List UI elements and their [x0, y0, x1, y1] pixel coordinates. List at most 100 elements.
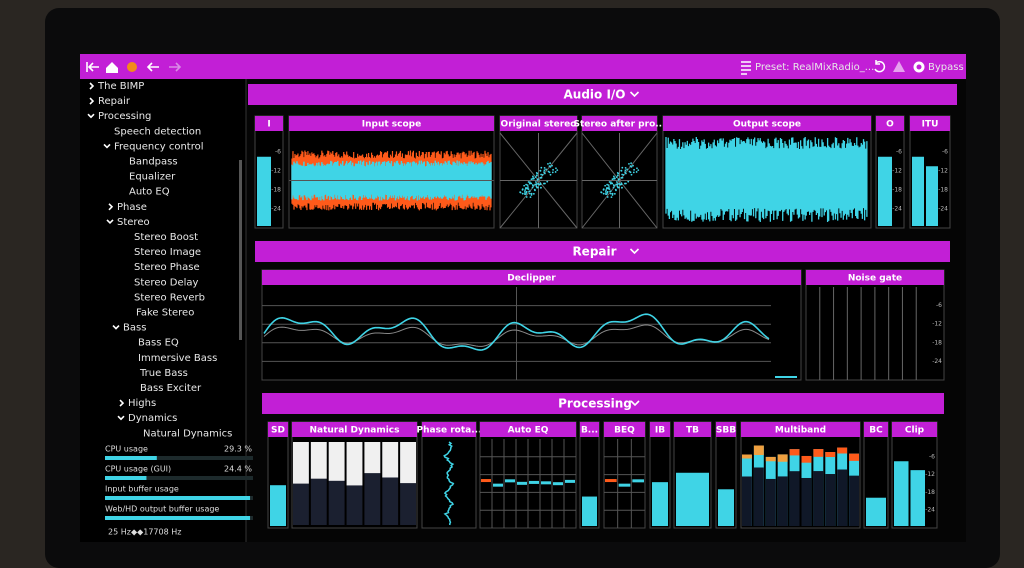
tree-item[interactable]: Stereo [117, 217, 150, 228]
collapse-chevron[interactable] [103, 143, 111, 149]
xy-dot [523, 191, 526, 193]
meter-tick-label: -24 [892, 206, 902, 213]
xy-dot [525, 192, 528, 194]
collapse-chevron[interactable] [112, 325, 120, 330]
bypass-button[interactable]: Bypass [928, 62, 964, 73]
undo-icon[interactable] [874, 60, 886, 73]
expand-chevron[interactable] [119, 399, 125, 407]
tree-item[interactable]: Fake Stereo [136, 308, 194, 319]
section-chevron[interactable] [629, 248, 640, 255]
xy-dot [616, 174, 619, 177]
xy-dot [530, 178, 533, 181]
collapse-chevron[interactable] [87, 113, 95, 119]
tree-item[interactable]: Processing [98, 111, 151, 122]
tree-item[interactable]: Immersive Bass [138, 353, 217, 364]
expand-chevron[interactable] [108, 203, 114, 211]
xy-dot [630, 173, 633, 176]
meter-tick-label: -12 [938, 168, 948, 175]
panel: Phase rota... [417, 421, 481, 529]
xy-dot [608, 181, 611, 183]
warning-icon[interactable] [893, 61, 905, 72]
tree-item[interactable]: Stereo Phase [134, 262, 200, 273]
panel: Auto EQ [479, 421, 577, 529]
xy-dot [624, 166, 627, 169]
tree-item[interactable]: Auto EQ [129, 187, 170, 198]
navigation-tree: The BIMP Repair Processing Speech detection… [87, 81, 232, 439]
back-icon[interactable] [146, 62, 159, 72]
section-title[interactable]: Audio I/O [563, 88, 625, 102]
tree-item[interactable]: Repair [98, 96, 131, 107]
preset-name[interactable]: Preset: RealMixRadio_... [755, 62, 874, 73]
home-first-icon[interactable] [86, 62, 99, 72]
tree-item[interactable]: Stereo Delay [134, 277, 199, 288]
xy-axes [581, 132, 658, 229]
section-header[interactable] [262, 393, 944, 414]
xy-dot [532, 192, 535, 195]
xy-dot [606, 192, 609, 194]
section-chevron[interactable] [630, 400, 640, 407]
multiband-lower [849, 475, 859, 526]
panel: O -6 -12 -18 -24 [875, 115, 905, 229]
status-icon[interactable] [127, 62, 137, 72]
tree-item[interactable]: Bass EQ [138, 338, 179, 349]
section-header[interactable] [255, 241, 950, 262]
section-header[interactable] [248, 84, 957, 105]
panel-title-bar [910, 116, 950, 131]
multiband-reduction [801, 455, 812, 463]
section-chevron[interactable] [629, 91, 640, 98]
tree-item[interactable]: True Bass [139, 368, 188, 379]
stat-label: Input buffer usage [105, 485, 179, 494]
expand-chevron[interactable] [89, 82, 95, 90]
expand-chevron[interactable] [89, 97, 95, 105]
home-icon[interactable] [106, 62, 118, 73]
xy-dot [545, 168, 548, 171]
meter-tick-label: -12 [271, 168, 281, 175]
panel: Noise gate -6 -12 -18 -24 [805, 269, 945, 381]
eq-band [493, 483, 503, 487]
panel-title-bar [582, 116, 657, 131]
collapse-chevron[interactable] [106, 219, 114, 225]
tree-item[interactable]: Equalizer [129, 172, 176, 183]
tree-item[interactable]: Phase [117, 202, 147, 213]
xy-dot [525, 196, 528, 198]
xy-dot [620, 182, 623, 185]
forward-icon[interactable] [169, 62, 182, 72]
meter-tick-label: -24 [938, 206, 948, 213]
xy-dot [615, 183, 617, 186]
meter-tick-label: -12 [925, 471, 935, 478]
meter-bar [257, 156, 271, 226]
eq-band [553, 482, 563, 486]
xy-dot [532, 177, 535, 179]
tree-item[interactable]: Bass Exciter [140, 383, 202, 394]
sidebar-scrollbar[interactable] [239, 160, 242, 340]
preset-list-icon[interactable] [741, 61, 751, 75]
meter-tick-label: -6 [936, 302, 942, 309]
xy-dot [527, 186, 529, 188]
section-title[interactable]: Processing [558, 397, 632, 411]
tree-item[interactable]: Dynamics [128, 413, 177, 424]
panel: SBB [715, 421, 737, 529]
tree-item[interactable]: The BIMP [97, 81, 144, 92]
xy-dot [604, 184, 607, 187]
xy-dot [527, 181, 530, 183]
tree-item[interactable]: Speech detection [114, 126, 201, 137]
tree-item[interactable]: Stereo Boost [134, 232, 198, 243]
panel-title-bar [289, 116, 494, 131]
xy-dot [613, 177, 616, 179]
tree-item[interactable]: Frequency control [114, 141, 204, 152]
eq-band [481, 479, 491, 483]
tree-item[interactable]: Stereo Image [134, 247, 201, 258]
xy-dot [523, 193, 526, 195]
tree-item[interactable]: Natural Dynamics [143, 428, 232, 439]
multiband-reduction [742, 454, 752, 459]
multiband-lower [837, 469, 848, 526]
tree-item[interactable]: Bandpass [129, 157, 178, 168]
xy-dot [608, 186, 610, 188]
collapse-chevron[interactable] [117, 415, 125, 421]
tree-item[interactable]: Stereo Reverb [134, 292, 205, 303]
level-bar [718, 489, 734, 526]
section-title[interactable]: Repair [572, 245, 616, 259]
xy-dot [540, 173, 543, 176]
tree-item[interactable]: Highs [128, 398, 156, 409]
tree-item[interactable]: Bass [123, 323, 146, 334]
